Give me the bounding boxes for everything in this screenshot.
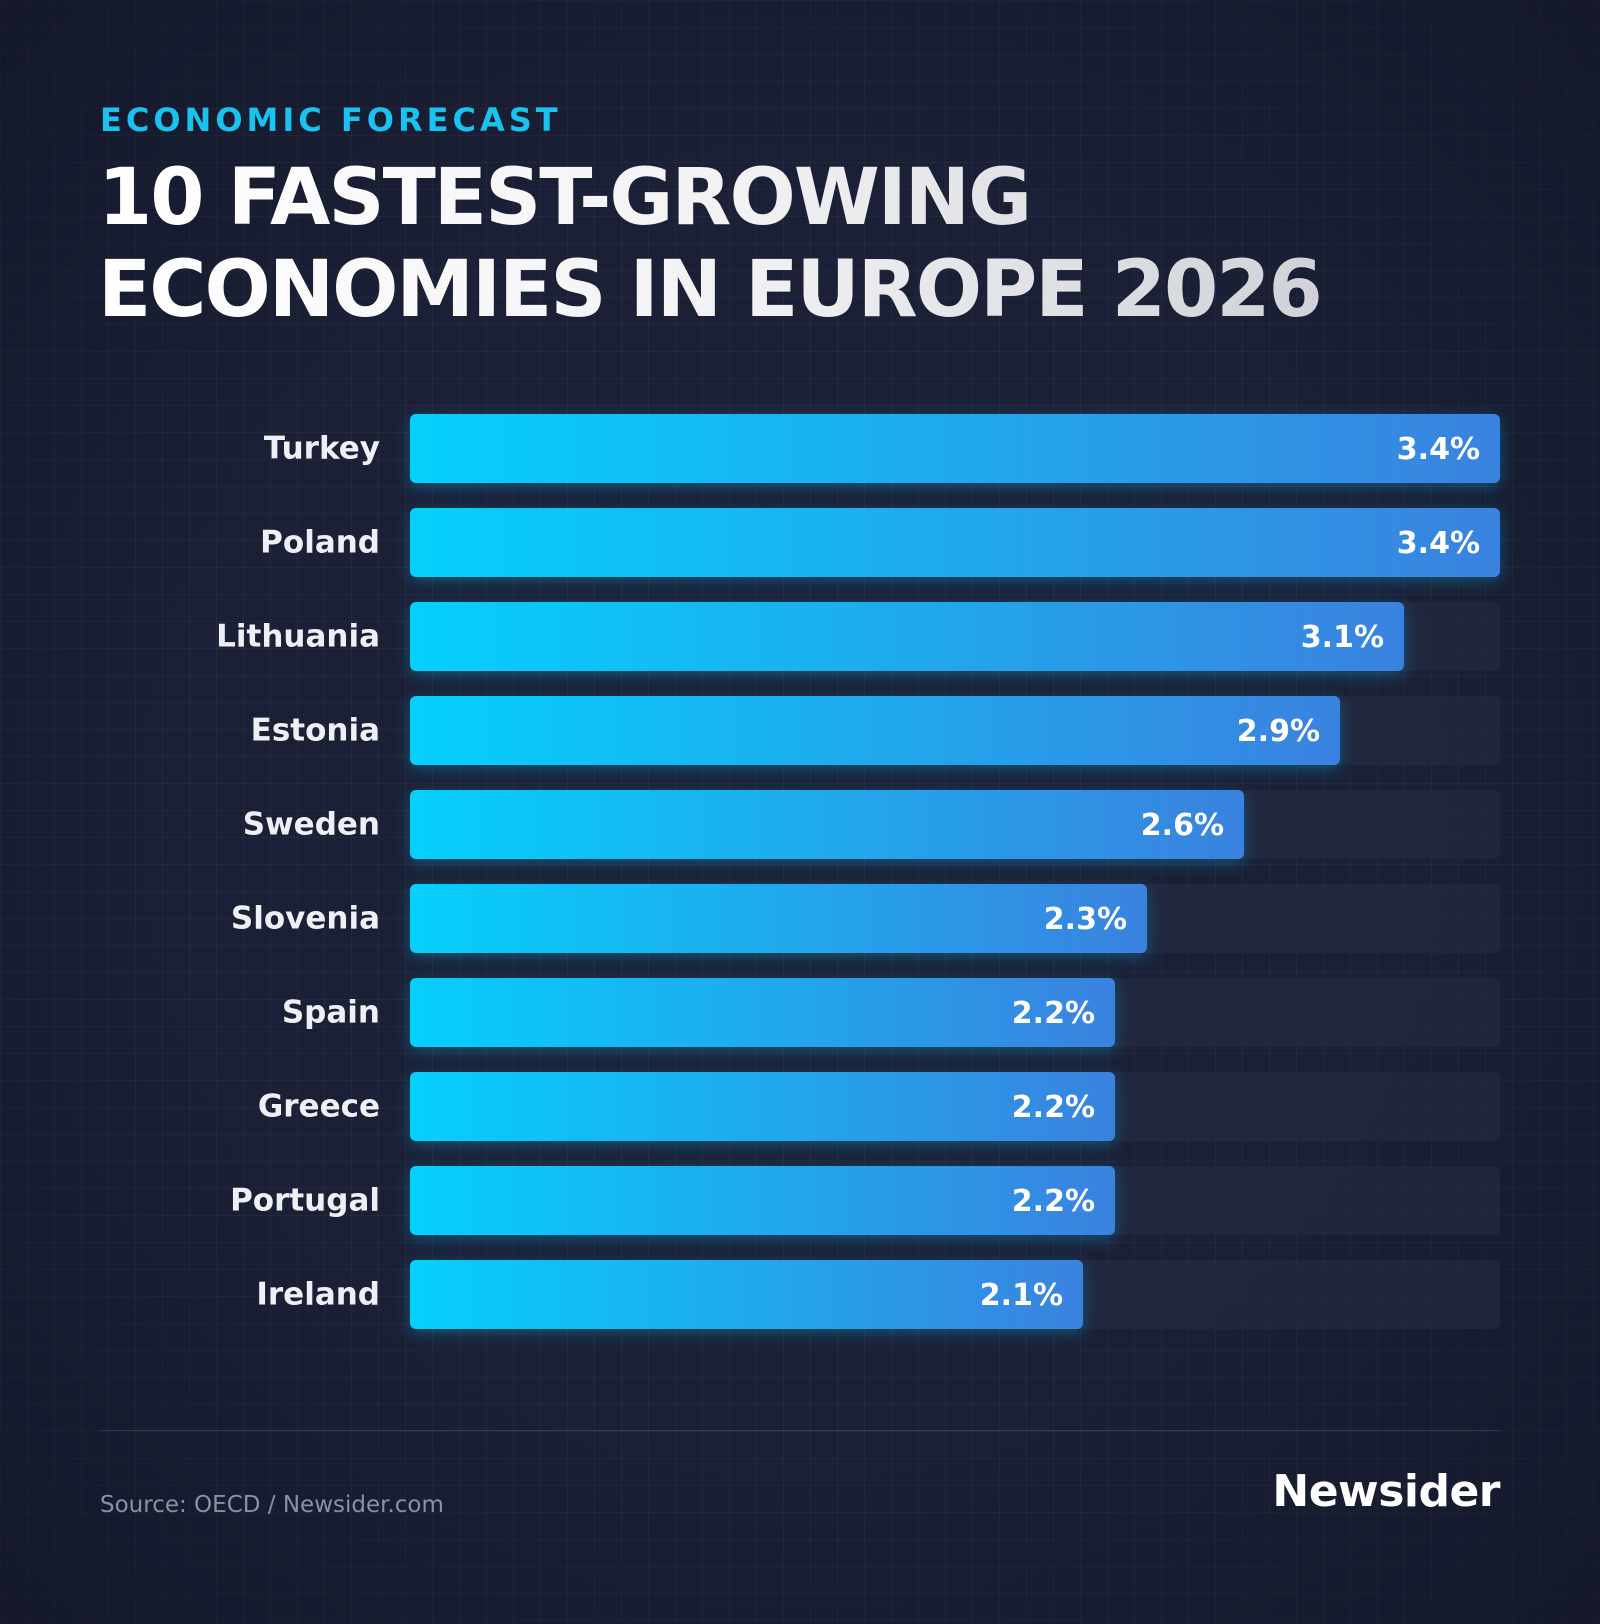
- bar-row: Greece 2.2%: [258, 1072, 1500, 1145]
- value-label: 2.3%: [1044, 902, 1127, 937]
- bar-row: Poland 3.4%: [260, 508, 1500, 581]
- value-label: 2.9%: [1237, 714, 1320, 749]
- bar: [410, 1260, 1083, 1329]
- category-label: Spain: [282, 995, 380, 1031]
- value-label: 3.4%: [1397, 526, 1480, 561]
- bar: [410, 884, 1147, 953]
- bar-chart: Turkey 3.4% Poland 3.4% Lithuania 3.1% Estonia…: [216, 414, 1500, 1333]
- bar: [410, 508, 1500, 577]
- category-label: Turkey: [264, 431, 380, 467]
- category-label: Portugal: [230, 1183, 380, 1219]
- value-label: 3.4%: [1397, 432, 1480, 467]
- value-label: 2.1%: [980, 1278, 1063, 1313]
- value-label: 2.6%: [1141, 808, 1224, 843]
- brand-logo: Newsider: [1272, 1466, 1500, 1517]
- bar-row: Spain 2.2%: [282, 978, 1500, 1051]
- kicker-label: ECONOMIC FORECAST: [100, 101, 562, 139]
- bar: [410, 790, 1244, 859]
- category-label: Estonia: [251, 713, 380, 749]
- bar: [410, 414, 1500, 483]
- footer-divider: [100, 1430, 1500, 1431]
- bar-row: Estonia 2.9%: [251, 696, 1500, 769]
- category-label: Greece: [258, 1089, 380, 1125]
- bar-row: Slovenia 2.3%: [231, 884, 1500, 957]
- bar-row: Sweden 2.6%: [243, 790, 1500, 863]
- category-label: Lithuania: [216, 619, 380, 655]
- chart-rows: Turkey 3.4% Poland 3.4% Lithuania 3.1% Estonia…: [216, 414, 1500, 1333]
- bar-row: Lithuania 3.1%: [216, 602, 1500, 675]
- category-label: Ireland: [256, 1277, 380, 1313]
- bar: [410, 696, 1340, 765]
- bar-row: Portugal 2.2%: [230, 1166, 1500, 1239]
- value-label: 3.1%: [1301, 620, 1384, 655]
- category-label: Sweden: [243, 807, 380, 843]
- bar-row: Ireland 2.1%: [256, 1260, 1500, 1333]
- bar: [410, 1166, 1115, 1235]
- bar-row: Turkey 3.4%: [264, 414, 1500, 487]
- source-note: Source: OECD / Newsider.com: [100, 1492, 444, 1518]
- value-label: 2.2%: [1012, 1184, 1095, 1219]
- value-label: 2.2%: [1012, 996, 1095, 1031]
- bar: [410, 978, 1115, 1047]
- bar: [410, 1072, 1115, 1141]
- bar: [410, 602, 1404, 671]
- category-label: Poland: [260, 525, 380, 561]
- value-label: 2.2%: [1012, 1090, 1095, 1125]
- category-label: Slovenia: [231, 901, 380, 937]
